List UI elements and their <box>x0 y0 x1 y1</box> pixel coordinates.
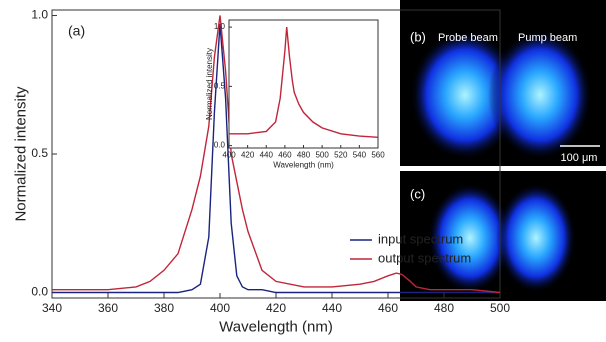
y-axis-label: Normalized intensity <box>205 48 214 120</box>
x-tick-label: 340 <box>42 301 62 315</box>
y-tick-label: 1.0 <box>214 22 226 31</box>
figure: (b) Probe beam Pump beam 100 μm (c) 340 3… <box>0 0 606 342</box>
panel-label: (a) <box>68 23 85 39</box>
x-tick-label: 480 <box>434 301 454 315</box>
x-tick-label: 480 <box>297 150 311 159</box>
y-tick-label: 1.0 <box>31 8 48 22</box>
y-tick-label: 0.5 <box>214 81 226 90</box>
x-tick-label: 540 <box>353 150 367 159</box>
scale-label: 100 μm <box>561 152 598 164</box>
x-tick-label: 500 <box>490 301 510 315</box>
y-tick-label: 0.0 <box>214 141 226 150</box>
y-tick-label: 0.5 <box>31 146 48 160</box>
x-tick-label: 460 <box>278 150 292 159</box>
x-tick-label: 400 <box>222 150 236 159</box>
pump-beam-spot <box>488 30 592 160</box>
x-tick-label: 460 <box>378 301 398 315</box>
x-tick-label: 440 <box>260 150 274 159</box>
legend-label: input spectrum <box>378 231 463 246</box>
panel-label: (c) <box>410 186 425 201</box>
beam-label: Probe beam <box>438 32 498 44</box>
x-tick-label: 380 <box>154 301 174 315</box>
x-tick-label: 500 <box>315 150 329 159</box>
panel-label: (b) <box>410 29 426 44</box>
x-tick-label: 440 <box>322 301 342 315</box>
pump-beam-spot <box>496 183 576 293</box>
plot-frame <box>229 20 378 148</box>
y-tick-label: 0.0 <box>31 285 48 299</box>
y-axis-label: Normalized intensity <box>13 86 30 222</box>
x-tick-label: 520 <box>334 150 348 159</box>
legend-label: output spectrum <box>378 250 471 265</box>
x-tick-label: 420 <box>241 150 255 159</box>
x-axis-label: Wavelength (nm) <box>219 318 333 335</box>
x-axis-label: Wavelength (nm) <box>273 161 334 170</box>
x-tick-label: 400 <box>210 301 230 315</box>
x-tick-label: 420 <box>266 301 286 315</box>
beam-label: Pump beam <box>518 32 577 44</box>
x-tick-label: 560 <box>371 150 385 159</box>
x-tick-label: 360 <box>98 301 118 315</box>
